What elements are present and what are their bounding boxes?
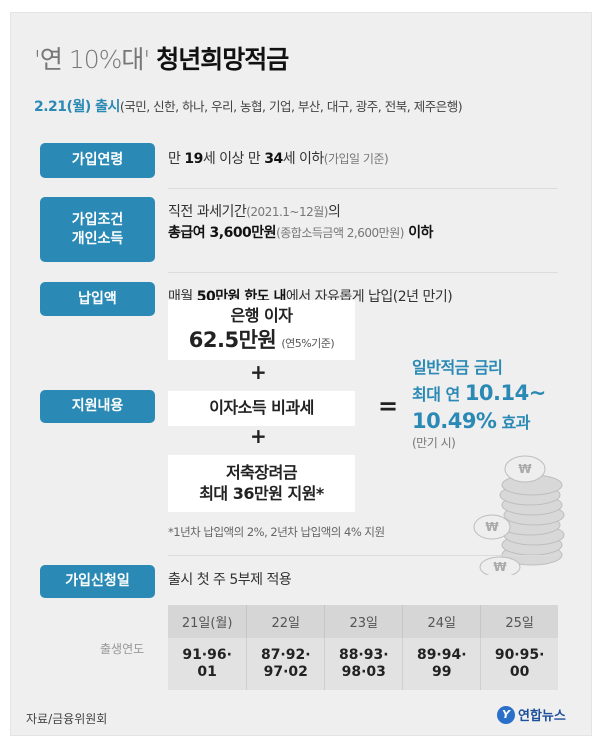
- row-header-birth-year: 출생연도: [100, 642, 145, 656]
- income-text: 직전 과세기간(2021.1~12월)의 총급여 3,600만원(종합소득금액 2…: [168, 204, 434, 241]
- table-cell: 87·92· 97·02: [246, 638, 326, 690]
- page-title: '연 10%대' 청년희망적금: [34, 45, 289, 74]
- label-payment: 납입액: [40, 282, 155, 316]
- divider: [168, 272, 558, 273]
- label-support: 지원내용: [40, 390, 155, 423]
- footnote: *1년차 납입액의 2%, 2년차 납입액의 4% 지원: [168, 525, 385, 539]
- schedule-table: 21일(월) 22일 23일 24일 25일 91·96· 01 87·92· 97…: [168, 605, 558, 690]
- table-cell: 91·96· 01: [168, 638, 248, 690]
- table-cell: 90·95· 00: [480, 638, 558, 690]
- bank-interest-box: 은행 이자 62.5만원 (연5%기준): [168, 300, 355, 360]
- yonhap-logo: Y 연합뉴스: [497, 705, 566, 724]
- launch-info: 2.21(월) 출시(국민, 신한, 하나, 우리, 농협, 기업, 부산, 대…: [34, 99, 463, 115]
- svg-text:₩: ₩: [518, 462, 532, 476]
- label-apply: 가입신청일: [40, 565, 155, 598]
- tax-exempt-box: 이자소득 비과세: [168, 391, 355, 426]
- savings-bonus-box: 저축장려금 최대 36만원 지원*: [168, 455, 355, 512]
- equals-sign: =: [378, 392, 399, 420]
- column-header: 21일(월): [168, 605, 248, 638]
- column-header: 22일: [246, 605, 326, 638]
- column-header: 25일: [480, 605, 558, 638]
- source: 자료/금융위원회: [26, 712, 108, 726]
- svg-text:₩: ₩: [493, 560, 507, 574]
- plus-sign: +: [250, 424, 267, 448]
- column-header: 24일: [402, 605, 482, 638]
- label-income: 가입조건 개인소득: [40, 197, 155, 262]
- label-age: 가입연령: [40, 143, 155, 178]
- divider: [168, 188, 558, 189]
- apply-text: 출시 첫 주 5부제 적용: [168, 572, 292, 588]
- table-cell: 89·94· 99: [402, 638, 482, 690]
- plus-sign: +: [250, 360, 267, 384]
- age-text: 만 19세 이상 만 34세 이하(가입일 기준): [168, 151, 389, 167]
- result-rate: 일반적금 금리 최대 연 10.14~ 10.49% 효과 (만기 시): [412, 358, 546, 451]
- svg-text:₩: ₩: [485, 520, 499, 534]
- column-header: 23일: [324, 605, 404, 638]
- logo-icon: Y: [497, 705, 515, 724]
- divider: [168, 555, 558, 556]
- table-cell: 88·93· 98·03: [324, 638, 404, 690]
- won-coin-stack-icon: ₩ ₩ ₩: [473, 455, 565, 575]
